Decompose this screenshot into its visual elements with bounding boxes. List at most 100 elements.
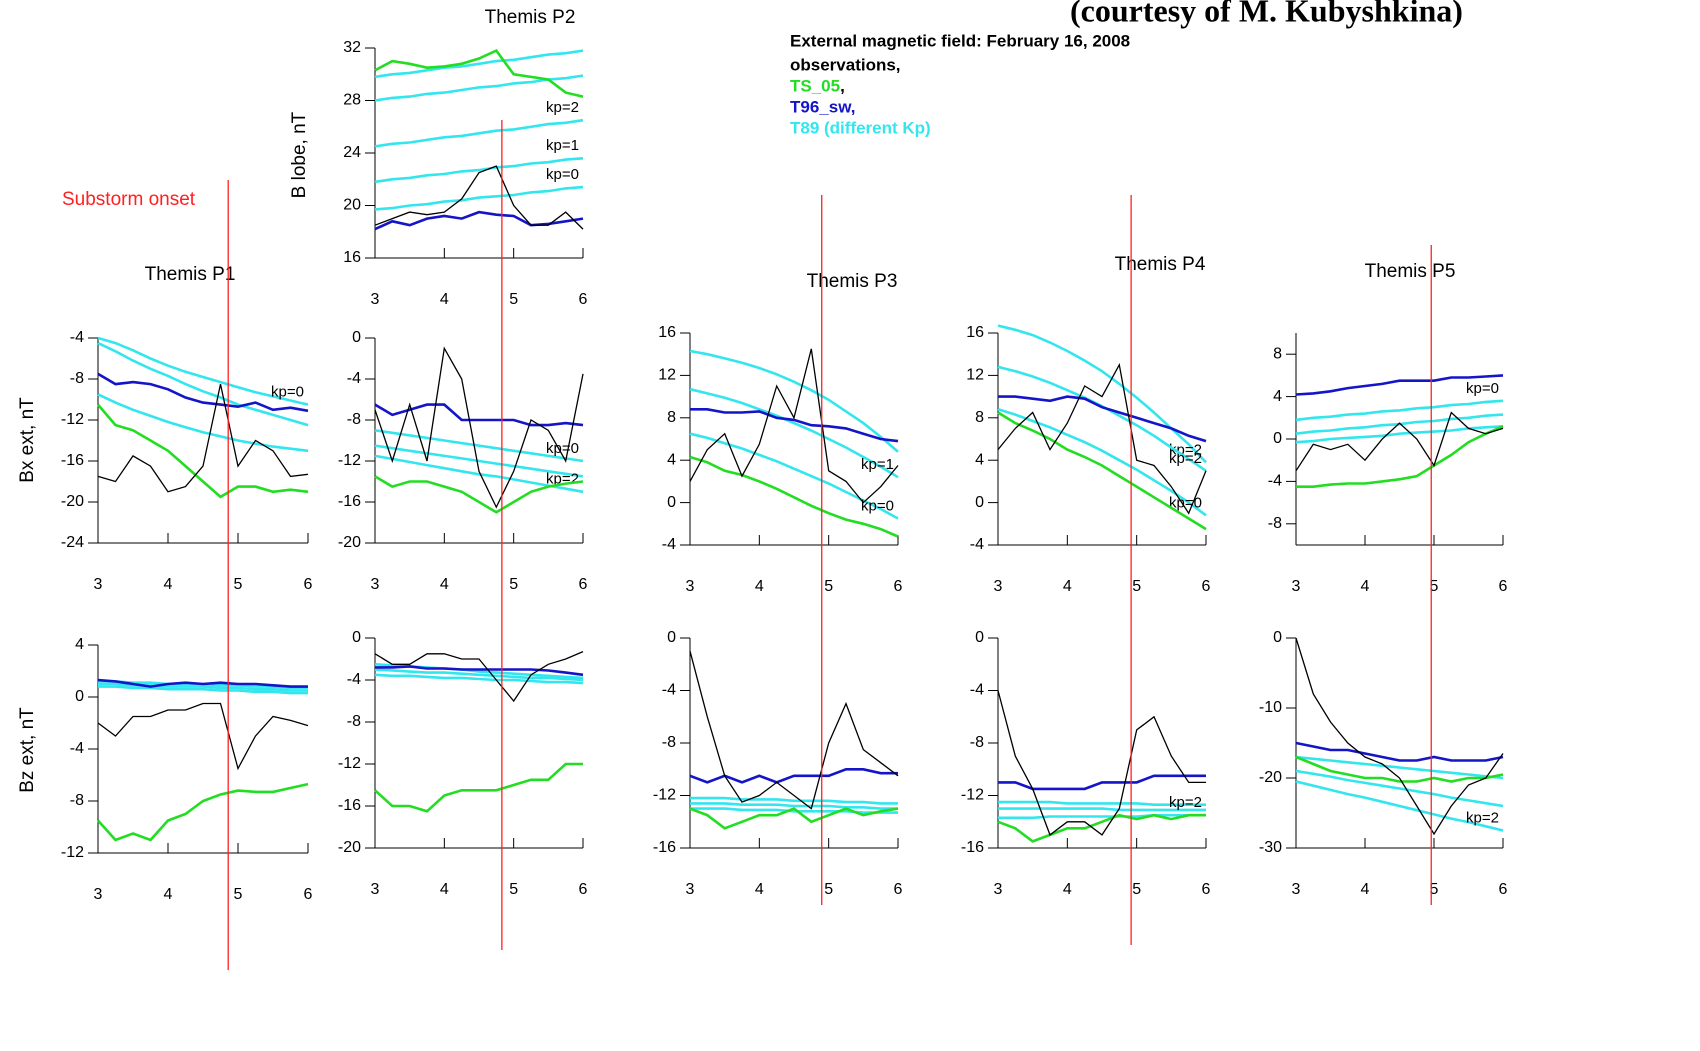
legend-suffix: , xyxy=(840,76,845,95)
y-tick-label: 8 xyxy=(1273,345,1282,362)
x-tick-label: 6 xyxy=(304,886,313,903)
kp-label: kp=0 xyxy=(861,497,894,514)
series-line xyxy=(1295,637,1504,836)
y-tick-label: 20 xyxy=(343,197,361,214)
panel-title: Themis P3 xyxy=(807,271,898,292)
kp-label: kp=0 xyxy=(1466,380,1499,397)
y-tick-label: -16 xyxy=(653,839,676,856)
series-line xyxy=(1295,399,1504,422)
y-tick-label: -20 xyxy=(61,493,84,510)
x-tick-label: 3 xyxy=(686,578,695,595)
series-line xyxy=(374,118,584,148)
y-tick-label: 0 xyxy=(1273,430,1282,447)
x-tick-label: 6 xyxy=(894,881,903,898)
series-line xyxy=(374,668,584,682)
series-line xyxy=(689,455,899,538)
y-axis-label: Bx ext, nT xyxy=(17,397,38,483)
x-tick-label: 3 xyxy=(94,886,103,903)
x-tick-label: 3 xyxy=(94,576,103,593)
legend-entry: T96_sw, xyxy=(790,97,856,116)
x-tick-label: 6 xyxy=(579,881,588,898)
y-tick-label: 0 xyxy=(667,494,676,511)
x-tick-label: 4 xyxy=(1063,578,1072,595)
panel-title: Themis P5 xyxy=(1365,261,1456,282)
y-tick-label: -12 xyxy=(653,787,676,804)
x-tick-label: 6 xyxy=(1202,578,1211,595)
y-tick-label: -4 xyxy=(970,682,984,699)
y-axis-label: Bz ext, nT xyxy=(17,707,38,793)
y-tick-label: 8 xyxy=(667,409,676,426)
series-line xyxy=(374,74,584,102)
kp-label: kp=0 xyxy=(271,384,304,401)
series-line xyxy=(374,762,583,813)
onset-label: Substorm onset xyxy=(62,189,196,210)
y-tick-label: -8 xyxy=(70,792,84,809)
series-line xyxy=(97,372,309,413)
y-tick-label: -8 xyxy=(1268,515,1282,532)
kp-label: kp=0 xyxy=(546,440,579,457)
x-tick-label: 4 xyxy=(1361,578,1370,595)
x-tick-label: 6 xyxy=(1499,881,1508,898)
series-line xyxy=(997,408,1207,517)
series-line xyxy=(374,210,584,231)
series-line xyxy=(374,403,584,427)
kp-label: kp=2 xyxy=(1169,794,1202,811)
series-line xyxy=(97,702,309,771)
panel-title: Themis P4 xyxy=(1115,254,1206,275)
series-line xyxy=(374,346,584,509)
y-tick-label: 12 xyxy=(966,367,984,384)
y-tick-label: 0 xyxy=(352,629,361,646)
y-tick-label: -10 xyxy=(1259,699,1282,716)
kp-label: kp=0 xyxy=(1169,494,1202,511)
y-tick-label: -4 xyxy=(70,740,84,757)
legend-entry: TS_05 xyxy=(790,76,840,95)
kp-label: kp=2 xyxy=(1466,809,1499,826)
series-line xyxy=(98,685,308,695)
panel-title: Themis P2 xyxy=(485,7,576,28)
y-tick-label: 0 xyxy=(975,629,984,646)
series-line xyxy=(689,768,898,784)
y-tick-label: -4 xyxy=(970,536,984,553)
series-line xyxy=(375,665,584,677)
y-tick-label: -16 xyxy=(961,839,984,856)
series-line xyxy=(1296,425,1504,488)
y-tick-label: 24 xyxy=(343,144,361,161)
series-line xyxy=(374,49,584,79)
x-tick-label: 5 xyxy=(1132,578,1141,595)
y-tick-label: -16 xyxy=(338,493,361,510)
y-tick-label: -20 xyxy=(338,839,361,856)
y-tick-label: -4 xyxy=(347,370,361,387)
series-line xyxy=(997,411,1207,531)
y-tick-label: -8 xyxy=(970,734,984,751)
x-tick-label: 4 xyxy=(755,881,764,898)
y-tick-label: 4 xyxy=(1273,388,1282,405)
y-tick-label: -8 xyxy=(70,370,84,387)
y-tick-label: -4 xyxy=(662,682,676,699)
y-tick-label: -16 xyxy=(338,797,361,814)
x-tick-label: 5 xyxy=(1132,881,1141,898)
y-tick-label: -20 xyxy=(338,534,361,551)
y-tick-label: 16 xyxy=(343,249,361,266)
series-line xyxy=(1295,411,1504,472)
series-line xyxy=(97,336,309,406)
series-line xyxy=(374,157,584,184)
series-line xyxy=(998,800,1206,806)
y-tick-label: -12 xyxy=(961,787,984,804)
y-axis-label: B lobe, nT xyxy=(289,111,310,198)
x-tick-label: 4 xyxy=(164,886,173,903)
y-tick-label: -8 xyxy=(347,713,361,730)
series-line xyxy=(1295,741,1504,762)
x-tick-label: 5 xyxy=(824,881,833,898)
series-line xyxy=(998,807,1206,812)
legend-heading: External magnetic field: February 16, 20… xyxy=(790,31,1130,50)
kp-label: kp=2 xyxy=(546,99,579,116)
series-line xyxy=(374,165,584,230)
series-line xyxy=(689,348,899,504)
kp-label: kp=1 xyxy=(861,456,894,473)
y-tick-label: -20 xyxy=(1259,769,1282,786)
x-tick-label: 3 xyxy=(371,291,380,308)
series-line xyxy=(374,475,584,514)
series-line xyxy=(1295,374,1504,396)
series-line xyxy=(97,341,309,427)
series-line xyxy=(690,807,898,814)
